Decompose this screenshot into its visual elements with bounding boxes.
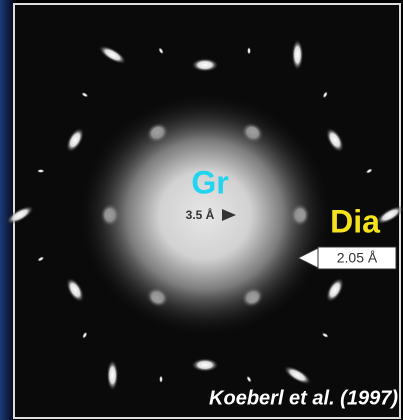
graphite-label: Gr (191, 164, 228, 200)
diffraction-spot (191, 358, 219, 372)
left-edge (0, 0, 14, 420)
diamond-spacing: 2.05 Å (337, 250, 378, 266)
diamond-label: Dia (330, 203, 380, 239)
diffraction-spot (247, 47, 251, 55)
diffraction-figure: Gr 3.5 Å Dia 2.05 Å Koeberl et al. (1997… (0, 0, 403, 420)
diffraction-spot (37, 169, 45, 173)
diffraction-spot (107, 359, 119, 391)
diffraction-spot (159, 375, 163, 383)
diffraction-spot (191, 58, 219, 72)
graphite-spacing: 3.5 Å (186, 207, 215, 222)
diffraction-spot (292, 39, 304, 71)
credit: Koeberl et al. (1997) (209, 387, 398, 409)
